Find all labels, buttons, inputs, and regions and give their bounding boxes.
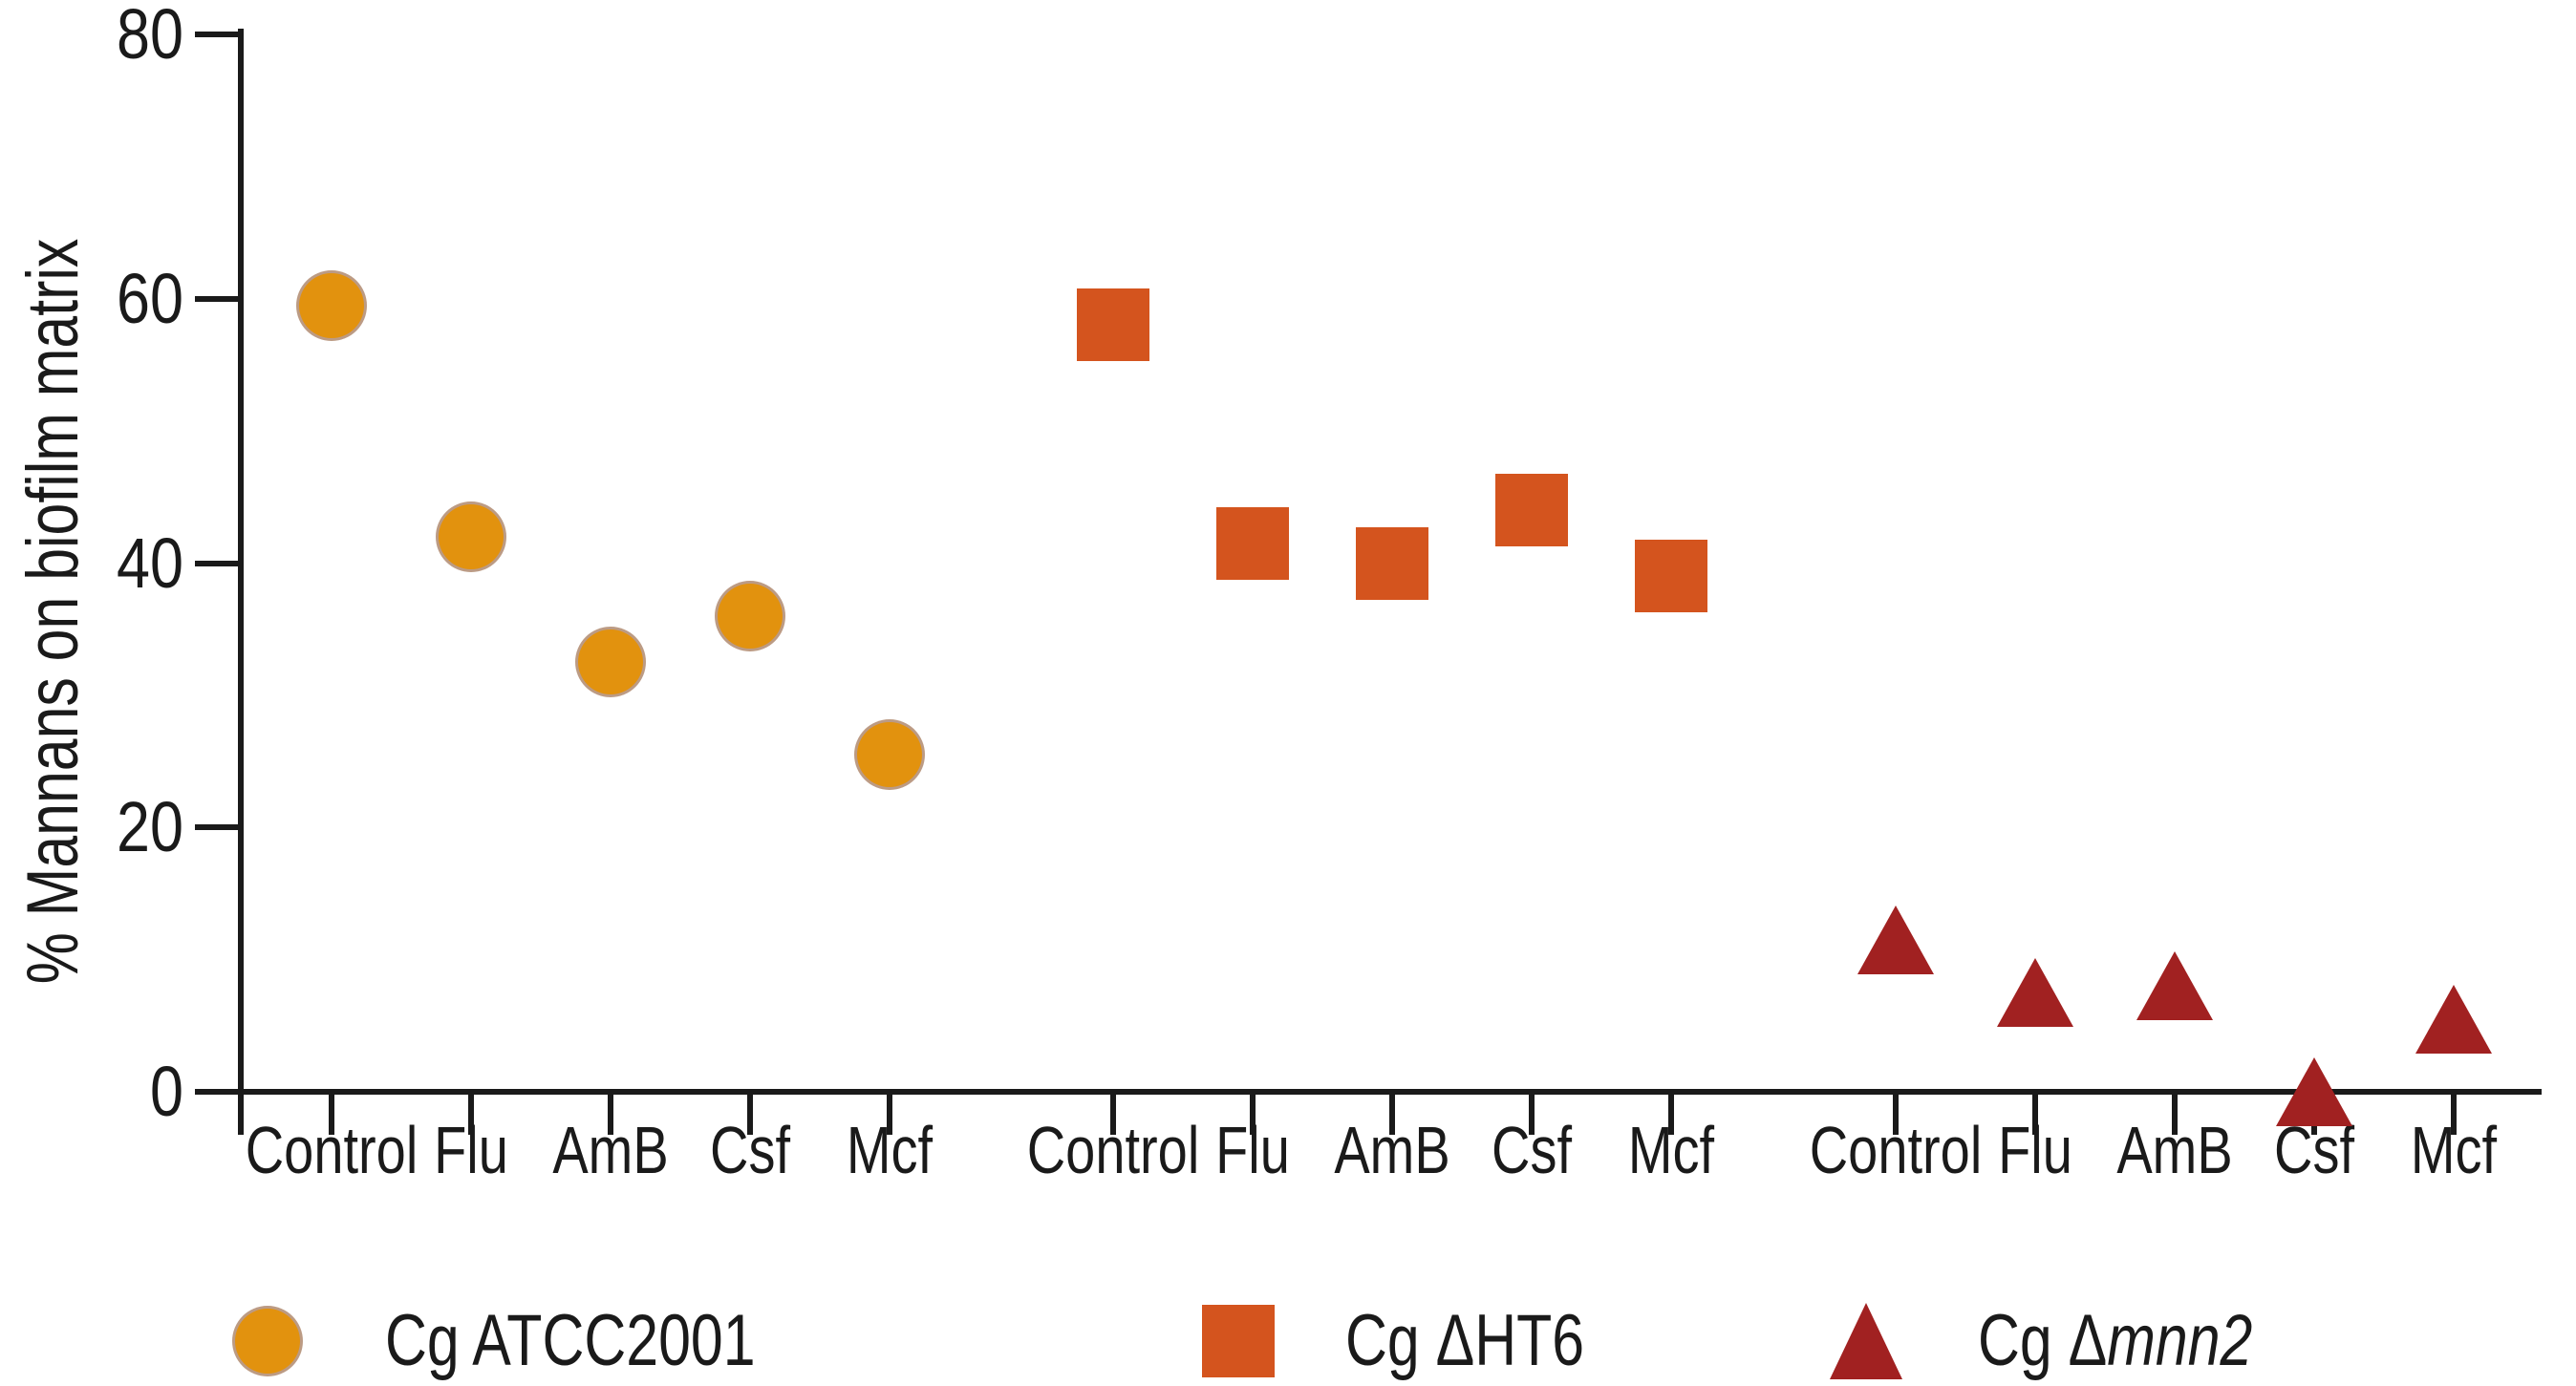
x-tick [2032,1095,2038,1135]
data-point-square-control [1077,288,1149,362]
data-point-triangle-mcf [2415,984,2492,1054]
y-tick-label: 60 [117,258,183,338]
legend-marker-triangle [1830,1303,1902,1379]
data-point-square-mcf [1635,540,1707,613]
data-point-square-flu [1216,506,1289,580]
legend-label-italic-run: mnn2 [2107,1300,2253,1381]
x-tick-label-mcf: Mcf [1627,1113,1715,1187]
x-tick-label-flu: Flu [1998,1113,2072,1187]
y-tick-label: 80 [117,0,183,74]
data-point-triangle-csf [2276,1057,2352,1126]
x-tick [1668,1095,1674,1135]
x-tick-label-amb: AmB [552,1113,669,1187]
legend-label-run: Cg ATCC2001 [385,1300,756,1381]
x-tick-label-flu: Flu [1215,1113,1290,1187]
x-tick [468,1095,474,1135]
x-tick-label-mcf: Mcf [2410,1113,2498,1187]
y-tick-label: 0 [150,1052,183,1131]
y-axis-line [238,29,244,1135]
legend-marker-circle [232,1306,303,1376]
x-tick [329,1095,334,1135]
y-tick [195,32,241,37]
x-tick [608,1095,613,1135]
x-tick [887,1095,892,1135]
data-point-square-amb [1356,526,1428,600]
x-tick [747,1095,753,1135]
legend-marker-square [1202,1305,1275,1377]
y-tick [195,295,241,302]
legend-label: Cg ΔHT6 [1345,1299,1584,1383]
x-tick-label-control: Control [1809,1113,1983,1187]
x-tick [1529,1095,1535,1135]
x-tick [2172,1095,2178,1135]
x-tick-label-amb: AmB [2116,1113,2233,1187]
x-tick-label-control: Control [245,1113,419,1187]
x-tick [2451,1095,2457,1135]
y-tick-label: 20 [117,787,183,867]
x-tick-label-mcf: Mcf [846,1113,934,1187]
x-tick [1250,1095,1256,1135]
y-tick [195,560,241,566]
x-tick [1389,1095,1395,1135]
x-tick-label-control: Control [1026,1113,1200,1187]
x-tick-label-amb: AmB [1334,1113,1450,1187]
x-tick-label-flu: Flu [434,1113,508,1187]
x-tick [1893,1095,1899,1135]
y-tick [195,1089,241,1095]
x-tick-label-csf: Csf [1492,1113,1572,1187]
data-point-circle-mcf [854,719,925,791]
data-point-circle-control [296,269,367,341]
data-point-square-csf [1495,474,1568,547]
data-point-triangle-control [1857,905,1934,974]
x-tick [1110,1095,1116,1135]
data-point-triangle-flu [1997,958,2073,1028]
y-tick [195,824,241,831]
legend-label-run: Cg ΔHT6 [1345,1300,1585,1381]
data-point-triangle-amb [2136,951,2213,1021]
data-point-circle-amb [575,627,646,698]
data-point-circle-csf [715,580,785,651]
legend-label: Cg Δmnn2 [1978,1299,2252,1383]
legend-label: Cg ATCC2001 [385,1299,756,1383]
x-axis-line [238,1089,2542,1095]
x-tick-label-csf: Csf [710,1113,790,1187]
legend-label-run: Cg Δ [1978,1300,2108,1381]
y-tick-label: 40 [117,522,183,603]
data-point-circle-flu [436,501,506,572]
